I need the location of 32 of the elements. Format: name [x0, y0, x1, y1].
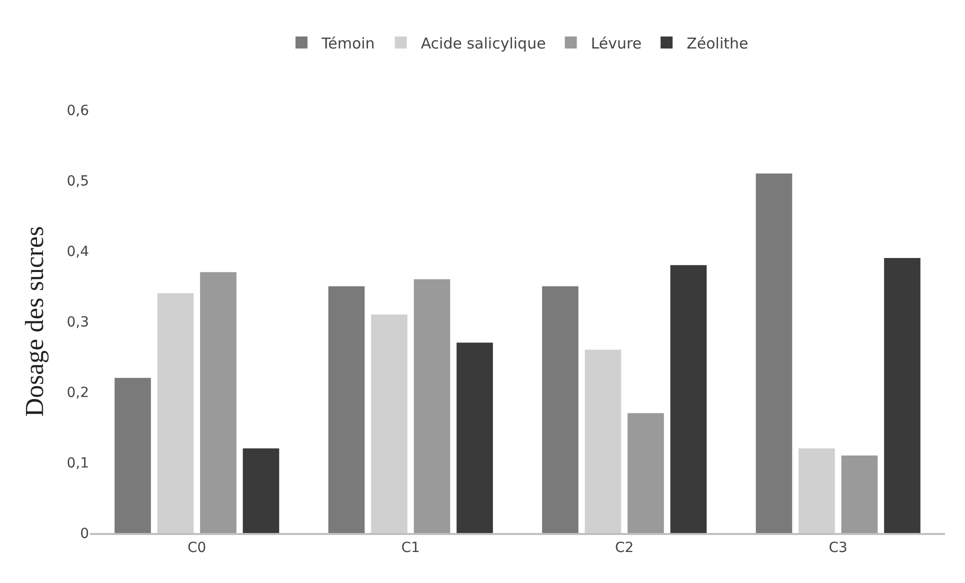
bar — [157, 293, 194, 533]
x-tick-label: C3 — [828, 540, 848, 556]
bar — [542, 286, 578, 533]
bar — [114, 378, 151, 533]
x-tick-label: C0 — [188, 540, 206, 556]
bar — [884, 258, 920, 533]
legend-label: Témoin — [320, 34, 375, 52]
y-tick-label: 0,1 — [66, 455, 89, 472]
bar — [371, 314, 408, 533]
bar — [328, 286, 365, 533]
bar — [841, 455, 878, 533]
bar — [628, 413, 664, 533]
y-tick-label: 0,2 — [66, 384, 89, 401]
bar — [242, 448, 280, 533]
y-tick-label: 0,5 — [66, 173, 89, 190]
bar — [414, 279, 450, 533]
y-tick-label: 0,3 — [66, 314, 89, 330]
legend-label: Lévure — [590, 34, 642, 52]
legend-label: Zéolithe — [686, 34, 748, 52]
y-tick-label: 0,6 — [66, 102, 90, 119]
legend-label: Acide salicylique — [420, 34, 546, 52]
bar — [798, 448, 835, 533]
bar — [670, 265, 707, 533]
x-tick-label: C1 — [401, 540, 420, 556]
bar — [200, 272, 236, 533]
x-tick-label: C2 — [615, 540, 634, 556]
y-axis-title: Dosage des sucres — [20, 226, 50, 417]
y-tick-label: 0 — [80, 526, 89, 542]
y-tick-label: 0,4 — [66, 244, 90, 260]
bar — [584, 350, 622, 533]
bar — [756, 173, 792, 533]
bar — [456, 342, 493, 533]
